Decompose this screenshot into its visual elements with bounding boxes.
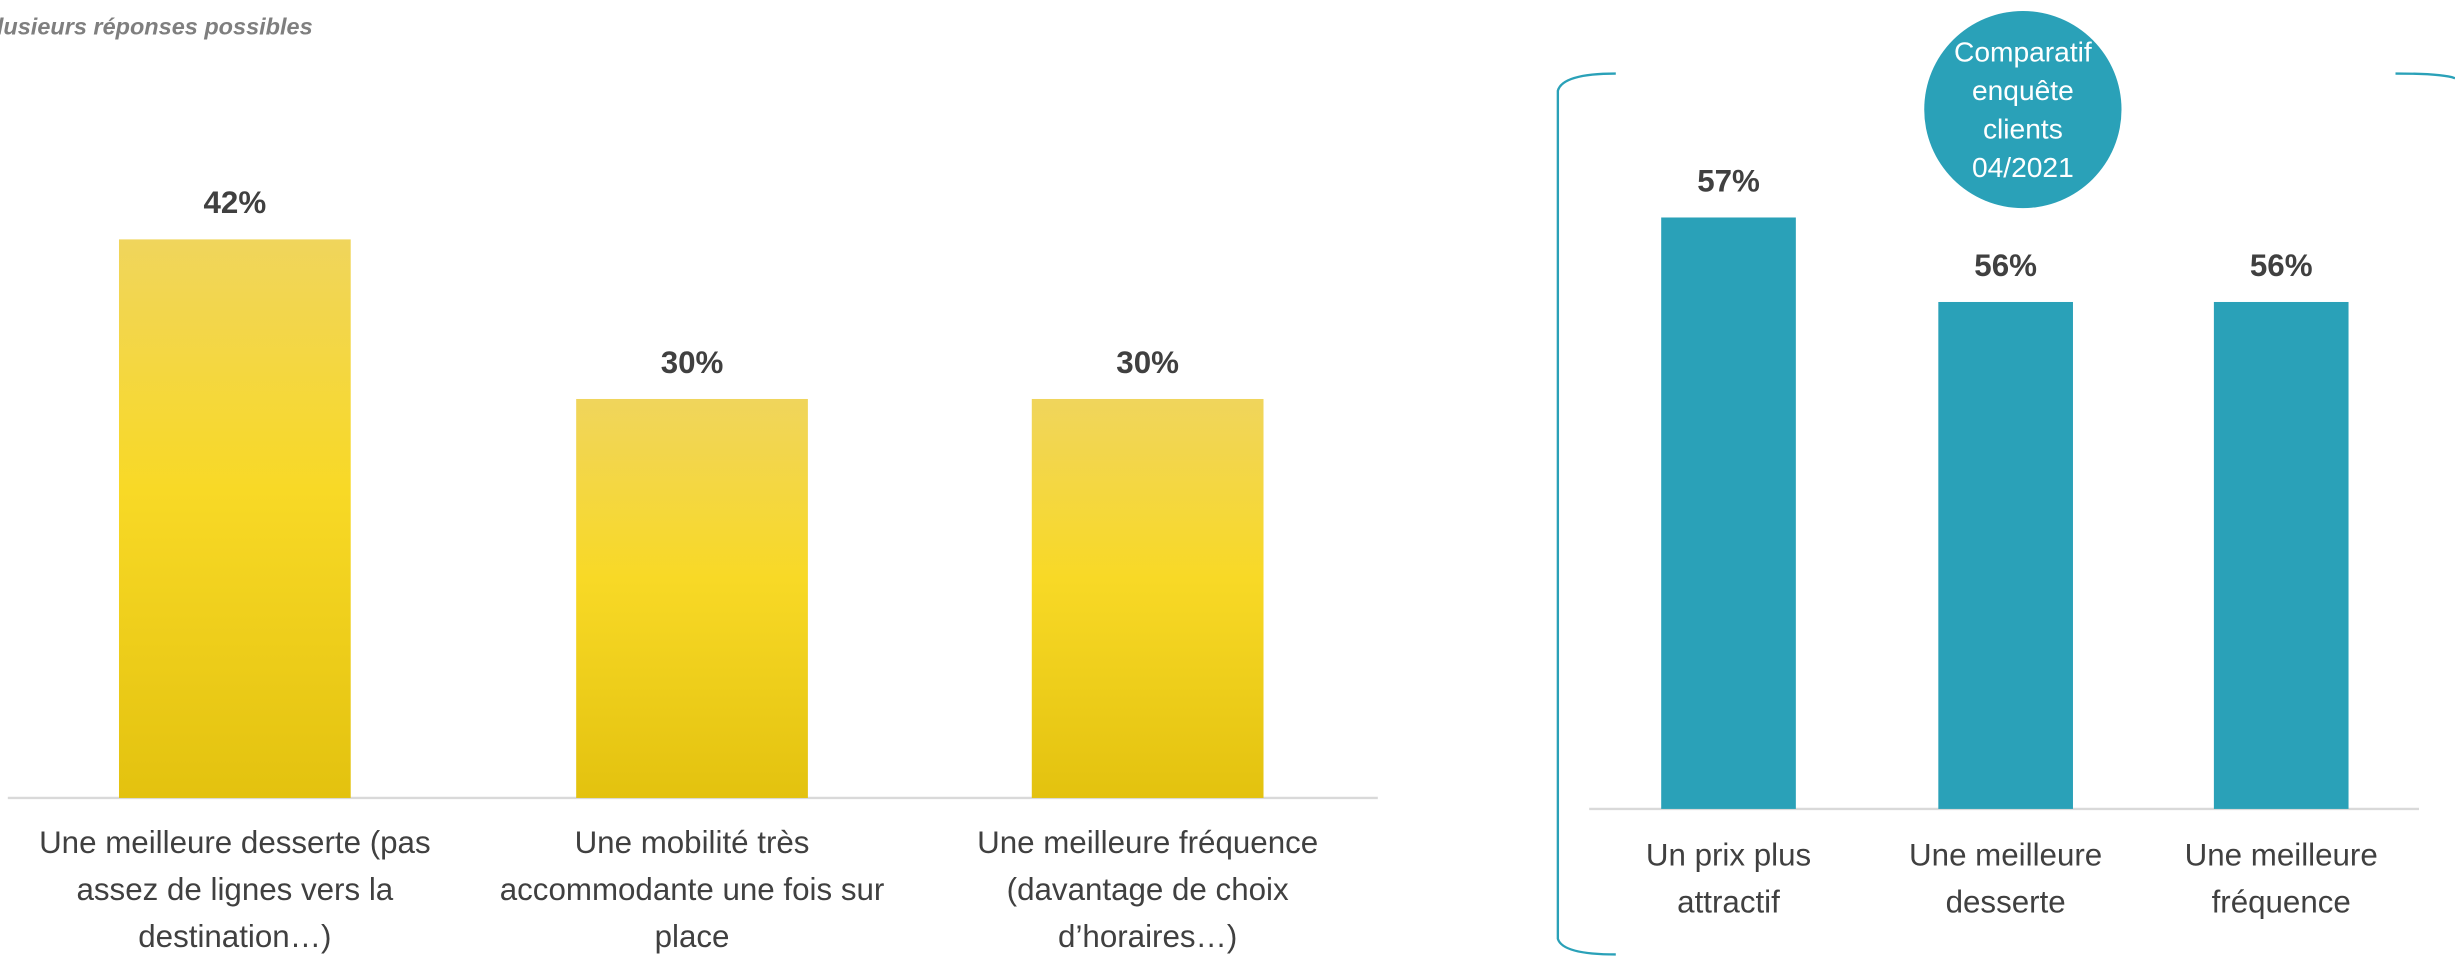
category-label: Un prix plus attractif	[1646, 838, 1811, 920]
bar	[1661, 217, 1796, 809]
value-label: 42%	[204, 185, 267, 220]
badge-text: Comparatif enquête clients 04/2021	[1954, 36, 2092, 183]
category-label: Une meilleure fréquence (davantage de cho…	[977, 825, 1318, 954]
value-label: 56%	[1974, 248, 2037, 283]
bar	[576, 398, 808, 798]
value-label: 30%	[1116, 345, 1179, 380]
bar	[2213, 301, 2349, 809]
category-label: Une mobilité très accommodante une fois s…	[500, 825, 885, 954]
value-label: 30%	[661, 345, 724, 380]
frame-right	[2395, 72, 2455, 80]
bar	[118, 239, 351, 798]
category-label: Une meilleure desserte (pas assez de lign…	[39, 825, 431, 954]
note: lusieurs réponses possibles	[0, 13, 313, 39]
category-label: Une meilleure desserte	[1909, 838, 2102, 920]
bar	[1938, 301, 2073, 809]
bar	[1031, 398, 1264, 798]
value-label: 57%	[1697, 163, 1760, 198]
frame-left	[1556, 72, 1616, 956]
category-label: Une meilleure fréquence	[2185, 838, 2378, 920]
value-label: 56%	[2250, 248, 2313, 283]
badge	[1924, 10, 2122, 209]
